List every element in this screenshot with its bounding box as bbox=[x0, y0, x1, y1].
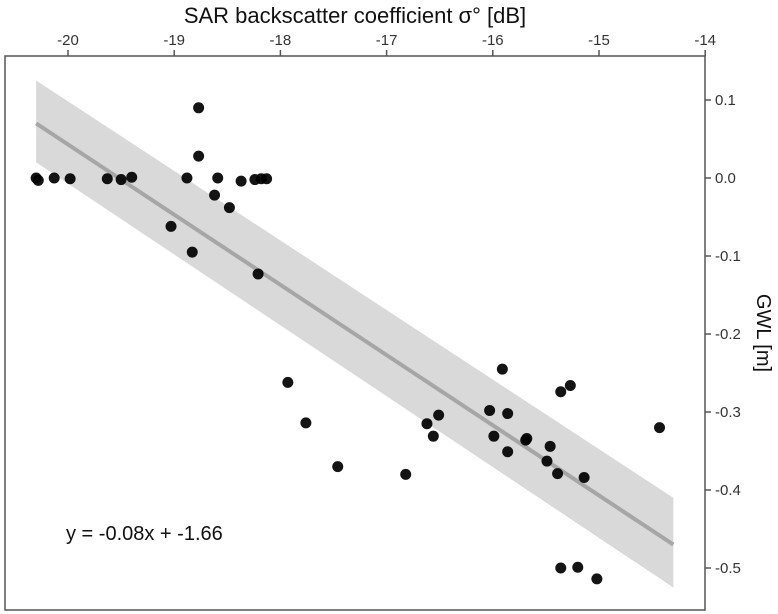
data-point bbox=[165, 220, 177, 232]
data-point bbox=[521, 433, 533, 445]
y-tick-label: -0.1 bbox=[715, 248, 741, 265]
data-point bbox=[421, 418, 433, 430]
data-point bbox=[193, 150, 205, 162]
data-point bbox=[564, 379, 576, 391]
y-axis-title: GWL [m] bbox=[752, 294, 774, 372]
regression-line-path bbox=[35, 121, 675, 547]
data-point bbox=[433, 409, 445, 421]
data-point bbox=[252, 268, 264, 280]
data-points bbox=[30, 102, 666, 585]
y-axis-ticks: 0.1 0.0 -0.1 -0.2 -0.3 -0.4 -0.5 bbox=[705, 92, 741, 577]
data-point bbox=[654, 422, 666, 434]
data-point bbox=[541, 455, 553, 467]
y-tick-label: -0.4 bbox=[715, 482, 741, 499]
data-point bbox=[300, 417, 312, 429]
data-point bbox=[223, 202, 235, 214]
x-axis-title: SAR backscatter coefficient σ° [dB] bbox=[184, 3, 526, 28]
y-tick-label: -0.5 bbox=[715, 560, 741, 577]
data-point bbox=[126, 171, 138, 183]
data-point bbox=[193, 102, 205, 114]
x-tick-label: -16 bbox=[482, 32, 504, 49]
data-point bbox=[186, 246, 198, 258]
y-tick-label: -0.2 bbox=[715, 326, 741, 343]
plot-frame bbox=[4, 55, 706, 611]
x-tick-label: -17 bbox=[376, 32, 398, 49]
data-point bbox=[502, 408, 514, 420]
data-point bbox=[572, 561, 584, 573]
data-point bbox=[181, 172, 193, 184]
data-point bbox=[115, 174, 127, 186]
data-point bbox=[209, 189, 221, 201]
data-point bbox=[64, 173, 76, 185]
y-tick-label: -0.3 bbox=[715, 404, 741, 421]
data-point bbox=[484, 404, 496, 416]
data-point bbox=[555, 562, 567, 574]
data-point bbox=[235, 175, 247, 187]
y-tick-label: 0.0 bbox=[715, 170, 736, 187]
data-point bbox=[552, 468, 564, 480]
x-tick-label: -14 bbox=[694, 32, 716, 49]
data-point bbox=[400, 468, 412, 480]
data-point bbox=[591, 573, 603, 585]
x-axis-ticks: -20 -19 -18 -17 -16 -15 -14 bbox=[57, 32, 716, 56]
data-point bbox=[544, 440, 556, 452]
data-point bbox=[282, 376, 294, 388]
x-tick-label: -20 bbox=[57, 32, 79, 49]
data-point bbox=[212, 172, 224, 184]
data-point bbox=[48, 172, 60, 184]
data-point bbox=[488, 430, 500, 442]
data-point bbox=[332, 461, 344, 473]
regression-equation: y = -0.08x + -1.66 bbox=[66, 523, 223, 545]
x-tick-label: -18 bbox=[270, 32, 292, 49]
x-tick-label: -15 bbox=[588, 32, 610, 49]
data-point bbox=[496, 363, 508, 375]
data-point bbox=[502, 446, 514, 458]
y-tick-label: 0.1 bbox=[715, 92, 736, 109]
data-point bbox=[101, 173, 113, 185]
data-point bbox=[578, 472, 590, 484]
regression-line bbox=[35, 121, 675, 547]
x-tick-label: -19 bbox=[163, 32, 185, 49]
data-point bbox=[427, 430, 439, 442]
data-point bbox=[261, 173, 273, 185]
data-point bbox=[32, 174, 44, 186]
data-point bbox=[555, 386, 567, 398]
